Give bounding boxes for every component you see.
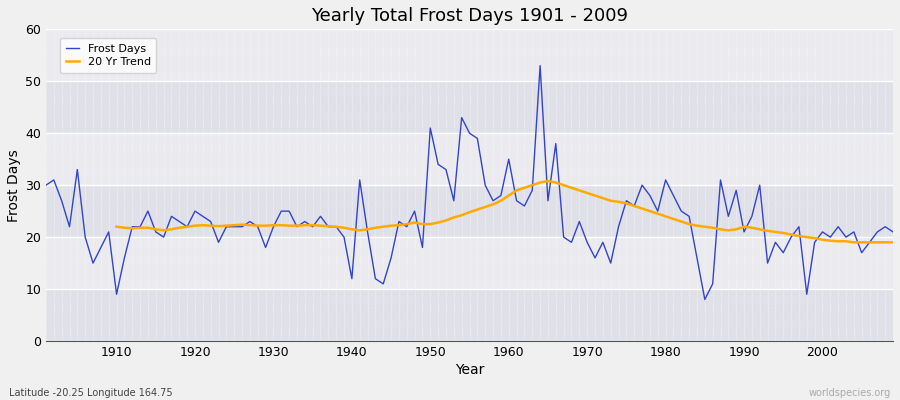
20 Yr Trend: [887, 240, 898, 245]
Text: Latitude -20.25 Longitude 164.75: Latitude -20.25 Longitude 164.75: [9, 388, 173, 398]
Y-axis label: Frost Days: Frost Days: [7, 149, 21, 222]
20 Yr Trend: [581, 190, 592, 195]
Frost Days: [606, 261, 616, 266]
20 Yr Trend: [511, 188, 522, 193]
X-axis label: Year: Year: [454, 363, 484, 377]
Frost Days: [503, 157, 514, 162]
20 Yr Trend: [292, 223, 302, 228]
Frost Days: [699, 297, 710, 302]
20 Yr Trend: [543, 178, 553, 183]
Line: Frost Days: Frost Days: [46, 66, 893, 300]
Bar: [46, 289, 893, 341]
Frost Days: [323, 224, 334, 229]
Bar: [46, 185, 893, 237]
Text: worldspecies.org: worldspecies.org: [809, 388, 891, 398]
20 Yr Trend: [864, 240, 875, 245]
Frost Days: [40, 183, 51, 188]
20 Yr Trend: [112, 224, 122, 229]
Frost Days: [496, 193, 507, 198]
Bar: [46, 237, 893, 289]
Frost Days: [276, 209, 287, 214]
Frost Days: [104, 230, 114, 234]
20 Yr Trend: [260, 223, 271, 228]
Line: 20 Yr Trend: 20 Yr Trend: [117, 181, 893, 242]
Bar: [46, 133, 893, 185]
Bar: [46, 29, 893, 81]
Legend: Frost Days, 20 Yr Trend: Frost Days, 20 Yr Trend: [60, 38, 157, 73]
Frost Days: [887, 230, 898, 234]
20 Yr Trend: [849, 240, 859, 245]
Bar: [46, 81, 893, 133]
20 Yr Trend: [832, 239, 843, 244]
Title: Yearly Total Frost Days 1901 - 2009: Yearly Total Frost Days 1901 - 2009: [311, 7, 628, 25]
Frost Days: [535, 63, 545, 68]
